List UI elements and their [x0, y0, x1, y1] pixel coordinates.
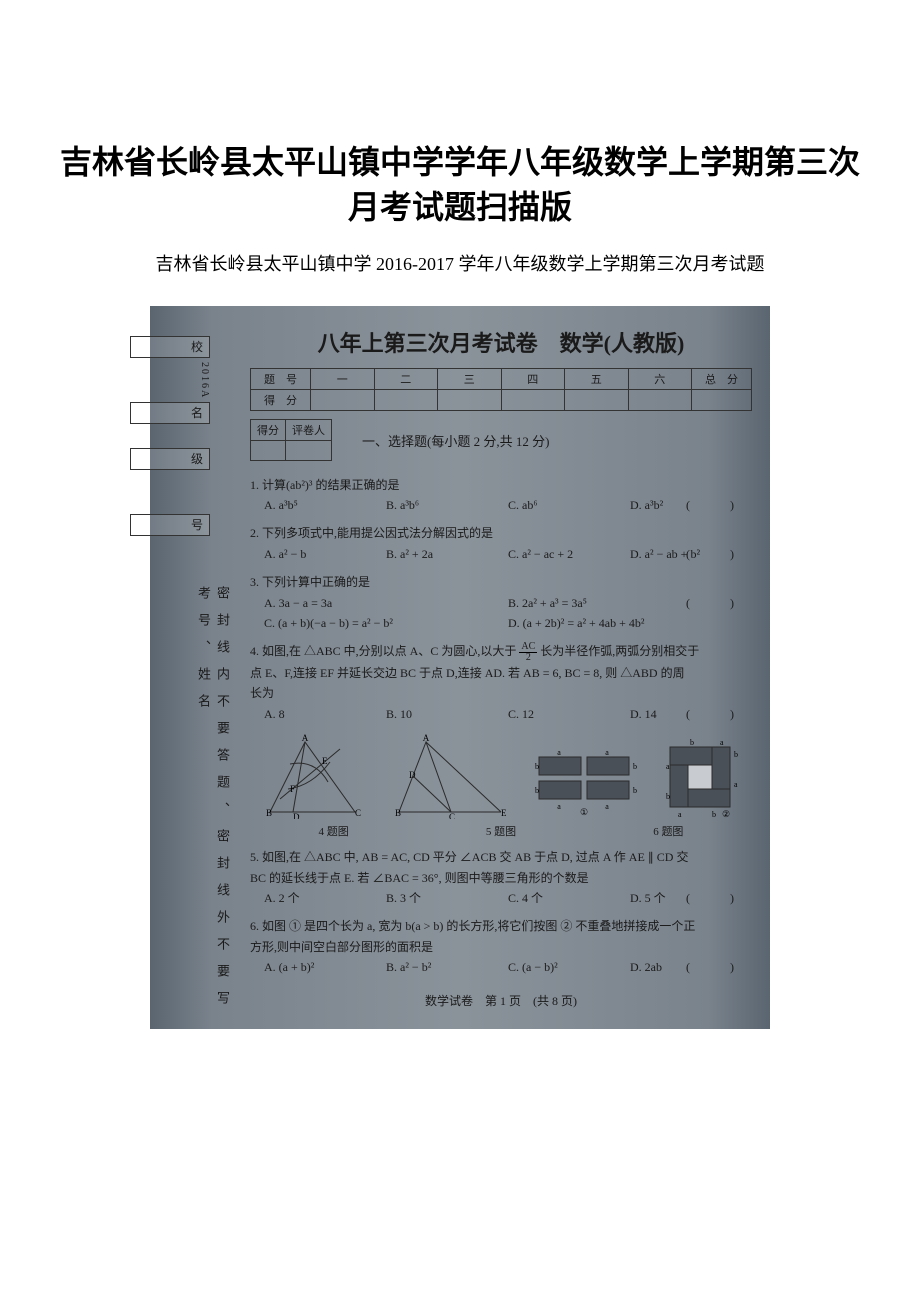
- question-3: 3. 下列计算中正确的是 ( ) A. 3a − a = 3a B. 2a² +…: [250, 572, 752, 633]
- option: B. 10: [386, 704, 508, 724]
- svg-text:a: a: [678, 810, 682, 819]
- svg-text:a: a: [605, 749, 609, 757]
- margin-field-number: 号: [130, 514, 210, 536]
- page-footer: 数学试卷 第 1 页 (共 8 页): [250, 992, 752, 1009]
- binding-margin: 校 名 级 号 2016A 密封线内不要答题、密封线外不要写考号、姓名: [150, 306, 240, 1029]
- svg-text:a: a: [557, 749, 561, 757]
- figure-6a-icon: a a b b b b a a ①: [531, 749, 641, 819]
- svg-text:b: b: [666, 792, 670, 801]
- svg-text:F: F: [290, 784, 295, 794]
- svg-text:b: b: [633, 786, 637, 795]
- option: B. a³b⁶: [386, 495, 508, 515]
- figures-row: A E F B D C: [250, 734, 752, 819]
- score-table: 题 号 一 二 三 四 五 六 总 分 得 分: [250, 368, 752, 411]
- svg-text:b: b: [712, 810, 716, 819]
- option: B. a² − b²: [386, 957, 508, 977]
- question-1: 1. 计算(ab²)³ 的结果正确的是 ( ) A. a³b⁵ B. a³b⁶ …: [250, 475, 752, 516]
- option: A. a² − b: [264, 544, 386, 564]
- svg-text:A: A: [302, 734, 309, 743]
- answer-blank: ( ): [686, 544, 748, 564]
- margin-year: 2016A: [199, 362, 210, 399]
- option: A. a³b⁵: [264, 495, 386, 515]
- table-row: 得 分: [251, 389, 752, 410]
- option: C. a² − ac + 2: [508, 544, 630, 564]
- svg-text:b: b: [633, 762, 637, 771]
- document-subtitle: 吉林省长岭县太平山镇中学 2016-2017 学年八年级数学上学期第三次月考试题: [60, 250, 860, 276]
- svg-text:①: ①: [580, 807, 588, 817]
- svg-text:a: a: [734, 780, 738, 789]
- svg-text:D: D: [293, 812, 300, 819]
- option: C. ab⁶: [508, 495, 630, 515]
- option: A. 3a − a = 3a: [264, 593, 508, 613]
- table-row: 题 号 一 二 三 四 五 六 总 分: [251, 368, 752, 389]
- svg-text:a: a: [666, 762, 670, 771]
- figure-4-icon: A E F B D C: [260, 734, 370, 819]
- document-title: 吉林省长岭县太平山镇中学学年八年级数学上学期第三次 月考试题扫描版: [60, 140, 860, 230]
- option: A. 2 个: [264, 888, 386, 908]
- scanned-page: 校 名 级 号 2016A 密封线内不要答题、密封线外不要写考号、姓名 八年上第…: [150, 306, 770, 1029]
- option: B. 3 个: [386, 888, 508, 908]
- question-2: 2. 下列多项式中,能用提公因式法分解因式的是 ( ) A. a² − b B.…: [250, 523, 752, 564]
- svg-text:b: b: [734, 750, 738, 759]
- margin-field-school: 校: [130, 336, 210, 358]
- option: D. (a + 2b)² = a² + 4ab + 4b²: [508, 613, 752, 633]
- exam-title: 八年上第三次月考试卷 数学(人教版): [250, 326, 752, 358]
- option: A. (a + b)²: [264, 957, 386, 977]
- question-6: 6. 如图 ① 是四个长为 a, 宽为 b(a > b) 的长方形,将它们按图 …: [250, 916, 752, 977]
- option: C. 4 个: [508, 888, 630, 908]
- answer-blank: ( ): [686, 957, 748, 977]
- margin-field-name: 名: [130, 402, 210, 424]
- svg-text:a: a: [605, 802, 609, 811]
- figure-6b-icon: b a b a a b a b ②: [662, 739, 742, 819]
- option: C. (a + b)(−a − b) = a² − b²: [264, 613, 508, 633]
- question-5: 5. 如图,在 △ABC 中, AB = AC, CD 平分 ∠ACB 交 AB…: [250, 847, 752, 908]
- question-4: 4. 如图,在 △ABC 中,分别以点 A、C 为圆心,以大于 AC2 长为半径…: [250, 641, 752, 724]
- svg-text:C: C: [449, 812, 455, 819]
- svg-text:A: A: [423, 734, 430, 743]
- svg-text:D: D: [409, 770, 416, 780]
- option: C. 12: [508, 704, 630, 724]
- svg-text:b: b: [690, 739, 694, 747]
- svg-text:B: B: [395, 808, 401, 818]
- svg-text:a: a: [720, 739, 724, 747]
- section-title: 一、选择题(每小题 2 分,共 12 分): [362, 431, 549, 450]
- grader-table: 得分评卷人: [250, 419, 332, 461]
- answer-blank: ( ): [686, 495, 748, 515]
- svg-text:b: b: [535, 786, 539, 795]
- option: B. a² + 2a: [386, 544, 508, 564]
- margin-field-class: 级: [130, 448, 210, 470]
- svg-text:B: B: [266, 808, 272, 818]
- option: C. (a − b)²: [508, 957, 630, 977]
- answer-blank: ( ): [686, 704, 748, 724]
- option: A. 8: [264, 704, 386, 724]
- answer-blank: ( ): [686, 888, 748, 908]
- svg-text:a: a: [557, 802, 561, 811]
- seal-line-text: 密封线内不要答题、密封线外不要写考号、姓名: [194, 586, 232, 1029]
- svg-text:C: C: [355, 808, 361, 818]
- svg-text:b: b: [535, 762, 539, 771]
- answer-blank: ( ): [686, 593, 748, 613]
- svg-text:E: E: [322, 756, 328, 766]
- svg-text:②: ②: [722, 809, 730, 819]
- figure-5-icon: A D B C E: [391, 734, 511, 819]
- svg-text:E: E: [501, 808, 507, 818]
- figure-labels: 4 题图 5 题图 6 题图: [250, 823, 752, 839]
